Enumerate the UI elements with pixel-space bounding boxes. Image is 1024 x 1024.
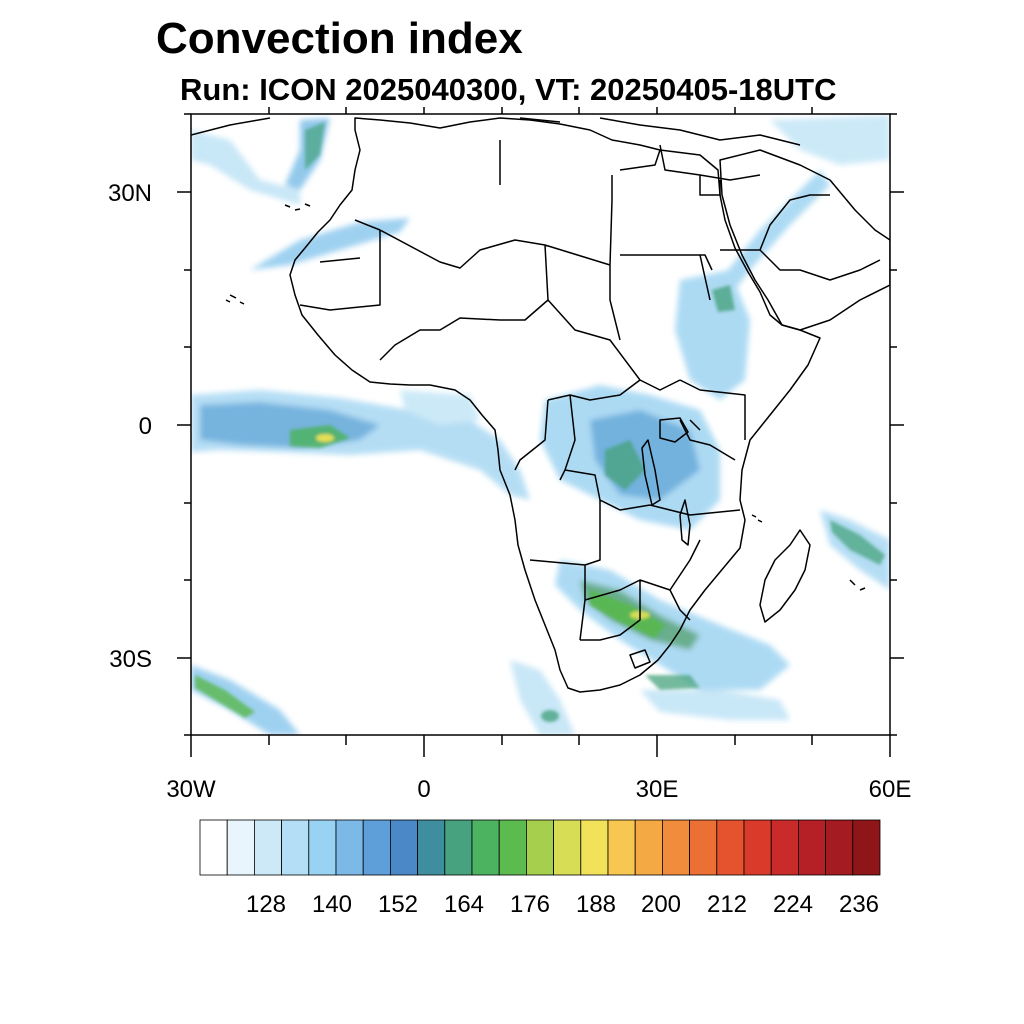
lat-label-0: 0 bbox=[139, 413, 152, 440]
lake-malawi bbox=[679, 499, 691, 546]
convection-band-red-sea bbox=[720, 170, 830, 290]
convection-band-northwest-africa bbox=[250, 218, 410, 270]
lon-label-30w: 30W bbox=[166, 776, 216, 803]
coastlines-and-borders bbox=[191, 117, 890, 693]
convection-band-nw-atlantic bbox=[191, 130, 300, 205]
convection-band-west-africa-coast bbox=[400, 390, 480, 425]
colorbar-swatch bbox=[662, 819, 691, 876]
map-subtitle: Run: ICON 2025040300, VT: 20250405-18UTC bbox=[180, 72, 837, 107]
convection-band-south-indian bbox=[640, 690, 790, 720]
convection-peak-north-green bbox=[305, 122, 325, 170]
colorbar-swatch bbox=[798, 819, 827, 876]
colorbar-swatch bbox=[526, 819, 555, 876]
convection-peak-south-atlantic-green bbox=[541, 710, 559, 722]
colorbar-swatch bbox=[498, 819, 527, 876]
colorbar-swatch bbox=[770, 819, 799, 876]
colorbar-swatch bbox=[389, 819, 418, 876]
colorbar-label: 188 bbox=[576, 891, 616, 918]
colorbar-label: 140 bbox=[312, 891, 352, 918]
lon-label-30e: 30E bbox=[636, 776, 679, 803]
colorbar-swatch bbox=[281, 819, 310, 876]
colorbar bbox=[199, 819, 881, 876]
convection-peak-southern-africa-green bbox=[590, 590, 665, 638]
cape-verde-islands bbox=[225, 294, 245, 305]
colorbar-label: 212 bbox=[707, 891, 747, 918]
colorbar-swatch bbox=[444, 819, 473, 876]
colorbar-label: 152 bbox=[378, 891, 418, 918]
colorbar-swatch bbox=[607, 819, 636, 876]
colorbar-swatch bbox=[253, 819, 282, 876]
colorbar-swatch bbox=[226, 819, 255, 876]
convection-peak-atlantic-yellow bbox=[316, 434, 334, 442]
lake-tanganyika bbox=[641, 439, 661, 506]
canary-islands bbox=[284, 203, 311, 211]
convection-peak-sw-atlantic-green bbox=[195, 675, 255, 718]
lesotho-border bbox=[629, 649, 651, 669]
lat-label-30n: 30N bbox=[108, 180, 152, 207]
lon-label-60e: 60E bbox=[869, 776, 912, 803]
colorbar-swatch bbox=[362, 819, 391, 876]
colorbar-label: 164 bbox=[444, 891, 484, 918]
colorbar-swatch bbox=[580, 819, 609, 876]
colorbar-label: 176 bbox=[510, 891, 550, 918]
comoros-islands bbox=[751, 514, 763, 523]
colorbar-swatch bbox=[471, 819, 500, 876]
colorbar-label: 236 bbox=[839, 891, 879, 918]
colorbar-swatch bbox=[553, 819, 582, 876]
colorbar-swatch bbox=[716, 819, 745, 876]
mascarene-islands bbox=[849, 579, 866, 591]
colorbar-swatch bbox=[335, 819, 364, 876]
africa-coastline bbox=[289, 117, 821, 693]
madagascar-coastline bbox=[759, 529, 811, 623]
map-title: Convection index bbox=[156, 14, 523, 63]
colorbar-swatch bbox=[634, 819, 663, 876]
colorbar-label: 200 bbox=[641, 891, 681, 918]
mediterranean-coastline bbox=[191, 117, 801, 146]
convection-band-arabia bbox=[770, 115, 890, 165]
colorbar-labels: 128 140 152 164 176 188 200 212 224 236 bbox=[246, 891, 879, 918]
colorbar-swatch bbox=[852, 819, 881, 876]
colorbar-swatch bbox=[825, 819, 854, 876]
colorbar-swatch bbox=[308, 819, 337, 876]
colorbar-swatch bbox=[199, 819, 228, 876]
convection-peak-congo-green bbox=[605, 440, 645, 490]
colorbar-label: 128 bbox=[246, 891, 286, 918]
lon-label-0: 0 bbox=[417, 776, 430, 803]
colorbar-swatch bbox=[689, 819, 718, 876]
lat-label-30s: 30S bbox=[109, 646, 152, 673]
colorbar-swatch bbox=[743, 819, 772, 876]
axis-ticks bbox=[177, 107, 904, 757]
convection-peak-indian-green bbox=[830, 520, 885, 565]
colorbar-swatch bbox=[417, 819, 446, 876]
convection-peak-southeast-green bbox=[645, 675, 700, 690]
lake-victoria bbox=[659, 417, 689, 443]
colorbar-label: 224 bbox=[773, 891, 813, 918]
convection-band-sw-atlantic bbox=[191, 665, 300, 735]
country-borders bbox=[299, 140, 881, 641]
convection-peak-ethiopia-green bbox=[712, 285, 735, 312]
